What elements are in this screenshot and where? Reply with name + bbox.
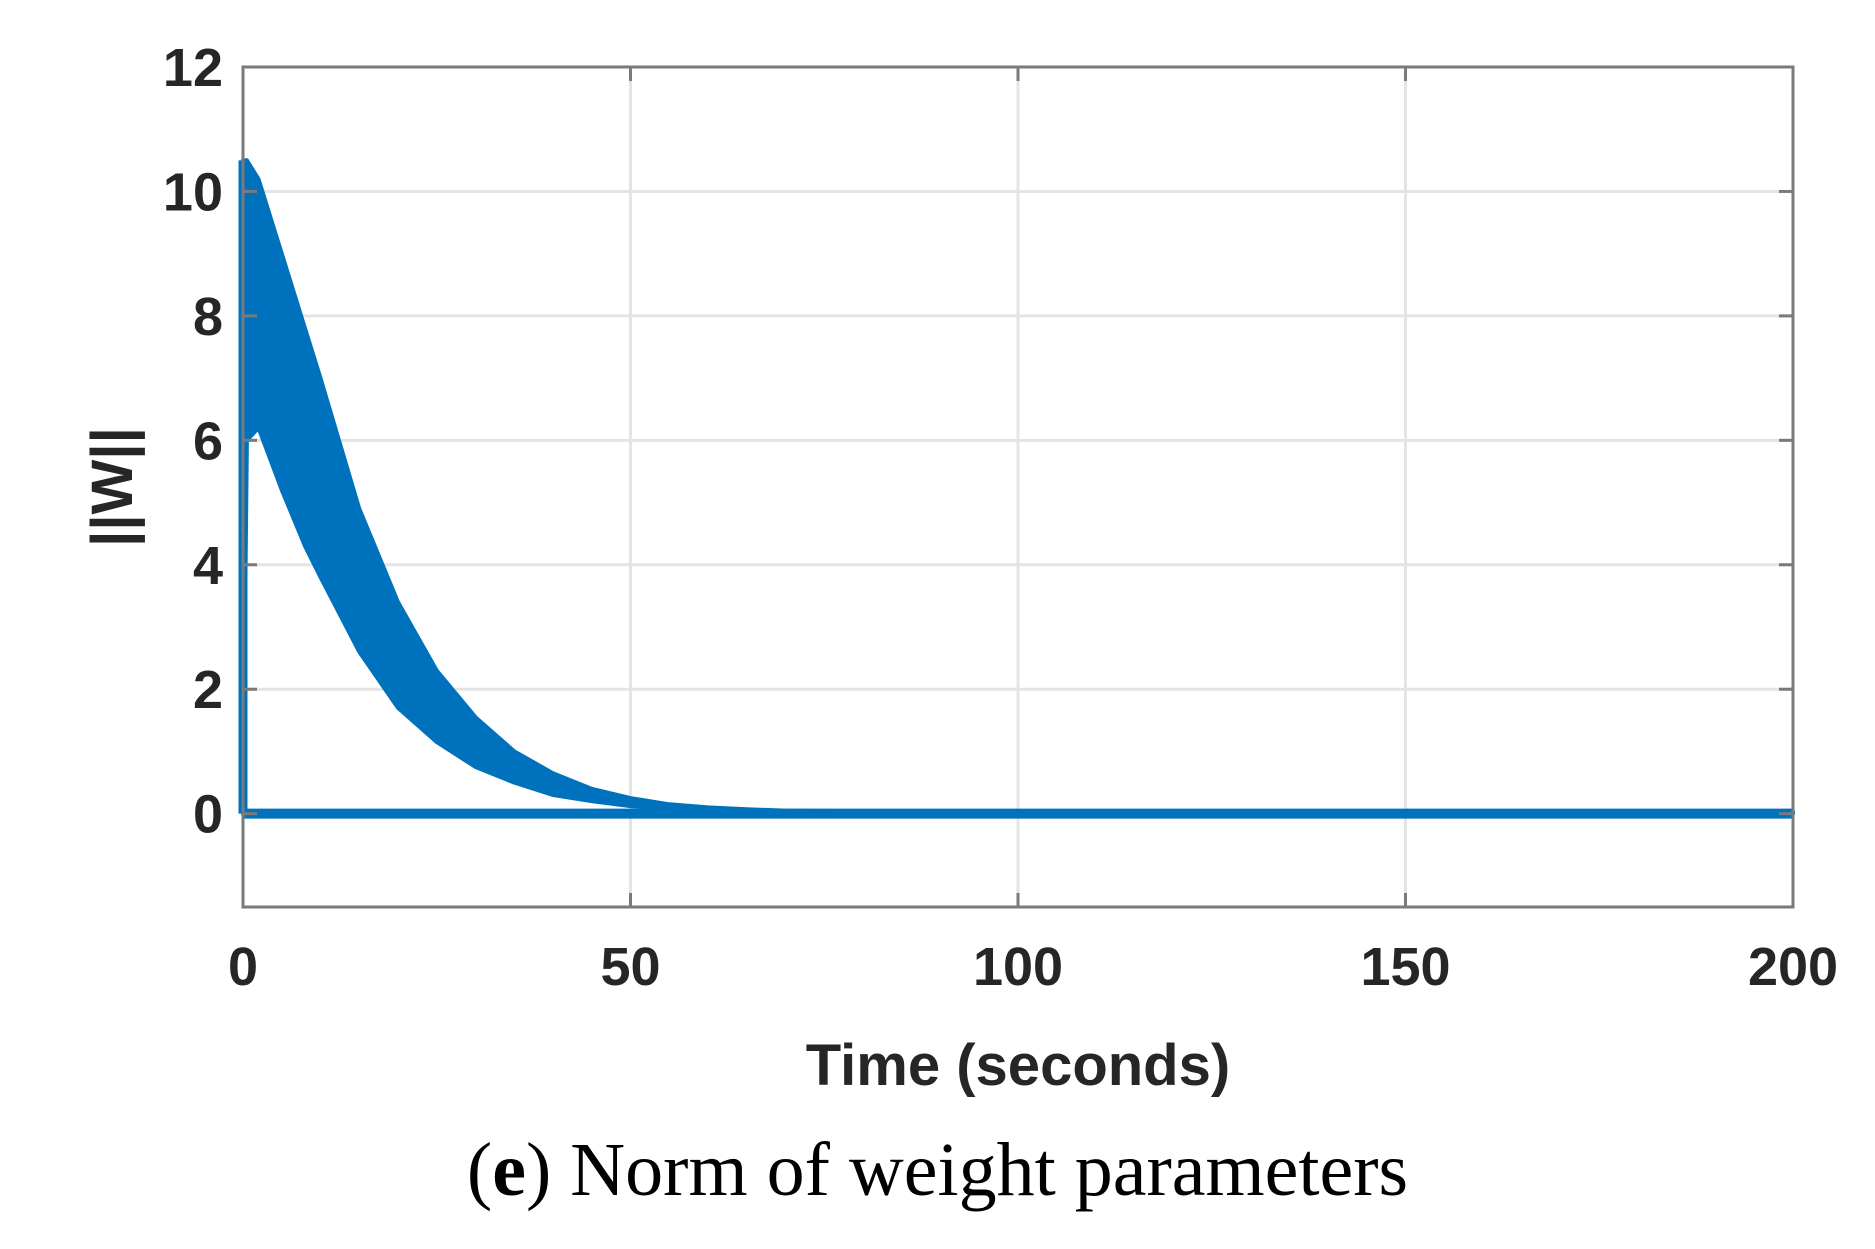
figure-caption: (e) Norm of weight parameters [0,1132,1875,1208]
y-tick-label: 12 [163,38,223,98]
y-axis-label: ||W|| [80,427,145,547]
x-axis-label: Time (seconds) [806,1033,1230,1098]
x-tick-label: 200 [1748,937,1838,997]
x-tick-label: 50 [600,937,660,997]
y-tick-label: 6 [193,411,223,471]
y-tick-label: 8 [193,287,223,347]
caption-text: ) Norm of weight parameters [525,1128,1409,1212]
x-tick-label: 100 [973,937,1063,997]
tick-marks [241,65,1795,907]
grid [241,65,1795,907]
y-tick-label: 2 [193,660,223,720]
x-tick-label: 0 [228,937,258,997]
y-tick-label: 4 [193,536,223,596]
y-tick-label: 10 [163,162,223,222]
x-tick-label: 150 [1360,937,1450,997]
y-tick-labels: 0 2 4 6 8 10 12 [163,38,223,845]
x-tick-labels: 0 50 100 150 200 [228,937,1838,997]
caption-letter: e [492,1128,526,1212]
y-tick-label: 0 [193,785,223,845]
caption-open-paren: ( [466,1128,493,1212]
